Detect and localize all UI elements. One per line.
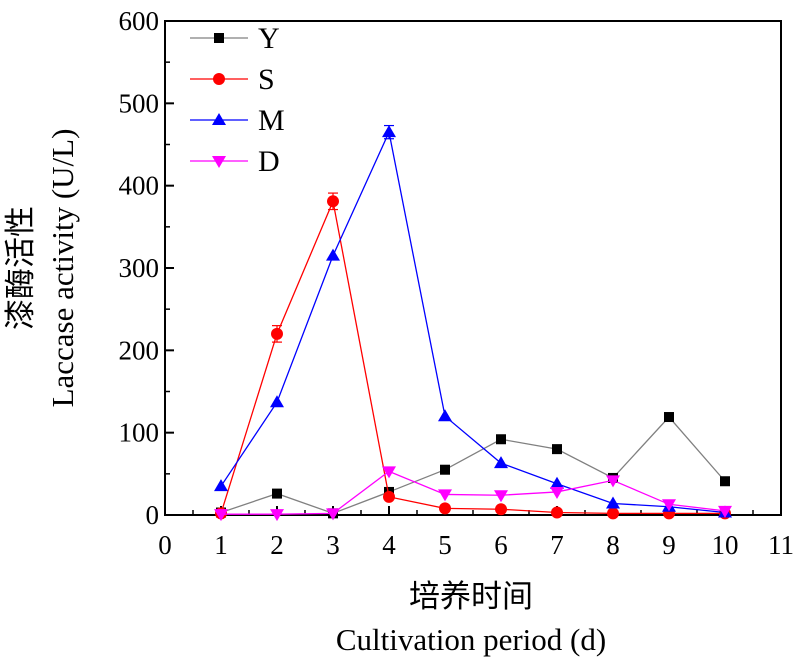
legend-marker (214, 33, 224, 43)
y-axis-title: Laccase activity (U/L) (45, 129, 80, 408)
series-s (215, 192, 731, 520)
legend-marker (212, 156, 226, 168)
data-point-y (664, 412, 674, 423)
data-point-d (494, 490, 508, 503)
data-point-d (326, 508, 340, 521)
legend-label: D (258, 145, 280, 178)
data-point-s (607, 507, 619, 520)
legend-label: Y (258, 22, 280, 55)
y-tick-label: 0 (146, 500, 160, 530)
series-line-d (221, 470, 726, 515)
y-tick-label: 600 (119, 6, 160, 36)
x-axis-title-cn: 培养时间 (409, 579, 533, 615)
series-line-m (220, 130, 726, 514)
data-point-m (326, 248, 340, 261)
y-tick-label: 500 (119, 88, 160, 118)
x-tick-label: 5 (438, 530, 452, 560)
data-point-s (327, 195, 339, 208)
data-point-m (270, 395, 284, 408)
y-tick-label: 300 (119, 253, 160, 283)
series-y (216, 412, 730, 519)
series-m (214, 124, 732, 518)
y-tick-label: 400 (119, 171, 160, 201)
x-tick-label: 6 (494, 530, 508, 560)
data-point-d (214, 509, 228, 522)
data-point-y (552, 444, 562, 455)
y-tick-label: 200 (119, 335, 160, 365)
x-tick-label: 1 (214, 530, 228, 560)
data-series (214, 124, 732, 522)
legend-entry-s: S (190, 63, 275, 96)
data-point-m (382, 125, 396, 138)
data-point-y (720, 476, 730, 487)
x-tick-label: 11 (768, 530, 794, 560)
data-point-s (551, 506, 563, 519)
legend-label: M (258, 104, 285, 137)
x-tick-label: 9 (662, 530, 676, 560)
y-axis-title-cn: 漆酶活性 (3, 206, 39, 330)
data-point-d (550, 486, 564, 499)
legend-label: S (258, 63, 275, 96)
legend-entry-m: M (190, 104, 285, 137)
x-tick-label: 8 (606, 530, 620, 560)
data-point-d (606, 475, 620, 488)
data-point-s (271, 327, 283, 340)
x-tick-label: 3 (326, 530, 340, 560)
data-point-d (662, 499, 676, 512)
x-tick-label: 2 (270, 530, 284, 560)
data-point-m (550, 476, 564, 489)
data-point-d (382, 466, 396, 479)
series-d (214, 466, 732, 522)
x-tick-label: 0 (158, 530, 172, 560)
data-point-m (214, 479, 228, 492)
legend-entry-y: Y (190, 22, 280, 55)
x-tick-label: 10 (712, 530, 739, 560)
data-point-y (272, 488, 282, 499)
y-tick-label: 100 (119, 418, 160, 448)
data-point-d (270, 509, 284, 522)
data-point-m (494, 456, 508, 469)
data-point-d (718, 505, 732, 518)
data-point-d (438, 489, 452, 502)
series-line-y (220, 416, 726, 515)
data-point-s (383, 490, 395, 503)
data-point-m (438, 409, 452, 422)
axis-ticks: 0 100 200 300 400 500 600 0 1 2 3 4 5 6 7 8 9 10 11 (119, 6, 795, 560)
series-line-s (220, 199, 725, 515)
x-tick-label: 4 (382, 530, 396, 560)
data-point-s (495, 503, 507, 516)
data-point-m (606, 496, 620, 509)
data-point-y (496, 434, 506, 445)
data-point-y (440, 464, 450, 475)
x-tick-label: 7 (550, 530, 564, 560)
x-axis-title: Cultivation period (d) (336, 622, 606, 657)
legend-entry-d: D (190, 145, 280, 178)
data-point-s (439, 502, 451, 515)
legend-marker (212, 113, 226, 125)
legend-marker (213, 73, 225, 85)
